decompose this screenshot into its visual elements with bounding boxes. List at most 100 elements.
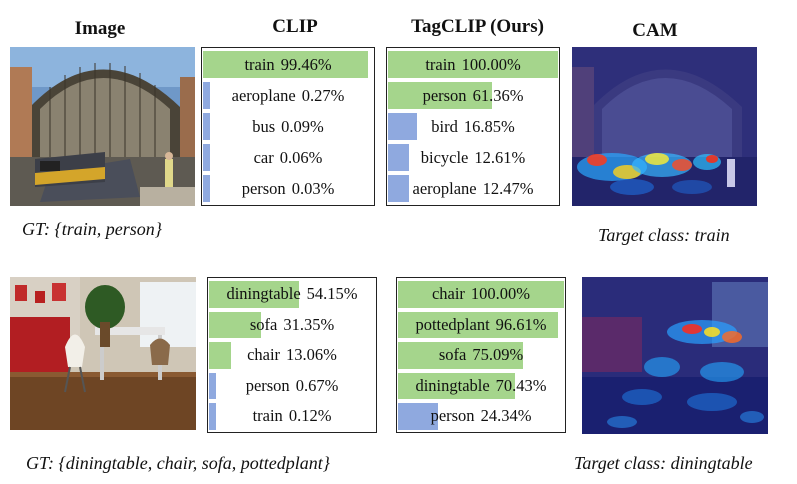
score-label: chair 100.00% <box>397 279 565 310</box>
class-name: train <box>252 406 283 426</box>
class-name: person <box>422 85 467 105</box>
class-name: chair <box>431 284 465 304</box>
tagclip-scores-panel-1: train 100.00% person 61.36% bird 16.85% bicycl… <box>386 47 560 206</box>
class-score: 0.27% <box>301 85 345 105</box>
negative-score-bar <box>203 82 210 109</box>
positive-score-bar <box>398 342 523 369</box>
header-cam: CAM <box>632 20 678 41</box>
class-score: 0.03% <box>291 178 335 198</box>
score-label: person 0.03% <box>202 173 374 204</box>
score-row: car 0.06% <box>202 142 374 173</box>
header-image: Image <box>74 18 126 39</box>
positive-score-bar <box>388 82 493 109</box>
class-name: train <box>244 54 275 74</box>
score-label: sofa 31.35% <box>208 310 376 341</box>
score-label: train 0.12% <box>208 401 376 432</box>
negative-score-bar <box>203 113 210 140</box>
class-score: 99.46% <box>280 54 332 74</box>
class-score: 70.43% <box>495 375 547 395</box>
target-caption-1: Target class: train <box>598 225 730 245</box>
negative-score-bar <box>203 175 210 202</box>
gt-caption-1: GT: {train, person} <box>22 219 162 239</box>
class-score: 16.85% <box>463 116 515 136</box>
tagclip-scores-panel-2: chair 100.00% pottedplant 96.61% sofa 75.09% d… <box>396 277 566 433</box>
class-score: 0.12% <box>288 406 332 426</box>
header-clip: CLIP <box>272 16 318 37</box>
score-row: chair 13.06% <box>208 340 376 371</box>
class-score: 54.15% <box>306 284 358 304</box>
negative-score-bar <box>203 144 210 171</box>
score-row: aeroplane 12.47% <box>387 173 559 204</box>
negative-score-bar <box>209 372 216 399</box>
class-score: 100.00% <box>461 54 521 74</box>
score-label: car 0.06% <box>202 142 374 173</box>
class-score: 12.47% <box>482 178 534 198</box>
score-label: aeroplane 0.27% <box>202 80 374 111</box>
dining-room-photo <box>10 277 196 430</box>
score-row: person 0.67% <box>208 371 376 402</box>
positive-score-bar <box>398 281 564 308</box>
negative-score-bar <box>388 113 417 140</box>
negative-score-bar <box>209 403 216 430</box>
score-label: person 61.36% <box>387 80 559 111</box>
class-name: diningtable <box>415 375 490 395</box>
score-row: pottedplant 96.61% <box>397 310 565 341</box>
score-row: chair 100.00% <box>397 279 565 310</box>
class-score: 31.35% <box>283 314 335 334</box>
target-caption-2: Target class: diningtable <box>574 453 753 473</box>
score-row: sofa 31.35% <box>208 310 376 341</box>
score-label: bird 16.85% <box>387 111 559 142</box>
score-row: bus 0.09% <box>202 111 374 142</box>
score-row: sofa 75.09% <box>397 340 565 371</box>
score-row: train 99.46% <box>202 49 374 80</box>
class-name: car <box>253 147 274 167</box>
score-row: person 61.36% <box>387 80 559 111</box>
class-name: sofa <box>438 345 467 365</box>
positive-score-bar <box>398 372 515 399</box>
class-name: pottedplant <box>415 314 490 334</box>
score-label: person 24.34% <box>397 401 565 432</box>
positive-score-bar <box>209 311 262 338</box>
class-score: 0.06% <box>279 147 323 167</box>
class-score: 24.34% <box>480 406 532 426</box>
score-row: person 24.34% <box>397 401 565 432</box>
class-score: 12.61% <box>474 147 526 167</box>
class-name: aeroplane <box>231 85 296 105</box>
score-label: sofa 75.09% <box>397 340 565 371</box>
score-label: pottedplant 96.61% <box>397 310 565 341</box>
score-row: diningtable 70.43% <box>397 371 565 402</box>
score-row: train 100.00% <box>387 49 559 80</box>
class-name: bird <box>431 116 458 136</box>
class-name: person <box>430 406 475 426</box>
positive-score-bar <box>388 51 558 78</box>
class-score: 75.09% <box>472 345 524 365</box>
class-name: train <box>425 54 456 74</box>
score-label: bus 0.09% <box>202 111 374 142</box>
score-label: train 100.00% <box>387 49 559 80</box>
score-label: aeroplane 12.47% <box>387 173 559 204</box>
cam-heatmap-train <box>572 47 757 206</box>
score-label: diningtable 70.43% <box>397 371 565 402</box>
negative-score-bar <box>388 144 410 171</box>
class-score: 96.61% <box>495 314 547 334</box>
score-row: train 0.12% <box>208 401 376 432</box>
class-name: chair <box>247 345 281 365</box>
class-score: 100.00% <box>470 284 531 304</box>
score-label: train 99.46% <box>202 49 374 80</box>
class-name: bicycle <box>420 147 469 167</box>
score-row: bicycle 12.61% <box>387 142 559 173</box>
class-name: bus <box>252 116 276 136</box>
score-row: bird 16.85% <box>387 111 559 142</box>
header-tagclip: TagCLIP (Ours) <box>411 16 544 37</box>
score-label: person 0.67% <box>208 371 376 402</box>
positive-score-bar <box>203 51 369 78</box>
score-label: diningtable 54.15% <box>208 279 376 310</box>
score-row: diningtable 54.15% <box>208 279 376 310</box>
gt-caption-2: GT: {diningtable, chair, sofa, pottedpla… <box>26 453 330 473</box>
negative-score-bar <box>388 175 410 202</box>
negative-score-bar <box>398 403 439 430</box>
score-row: aeroplane 0.27% <box>202 80 374 111</box>
positive-score-bar <box>398 311 559 338</box>
class-name: sofa <box>249 314 278 334</box>
score-label: chair 13.06% <box>208 340 376 371</box>
